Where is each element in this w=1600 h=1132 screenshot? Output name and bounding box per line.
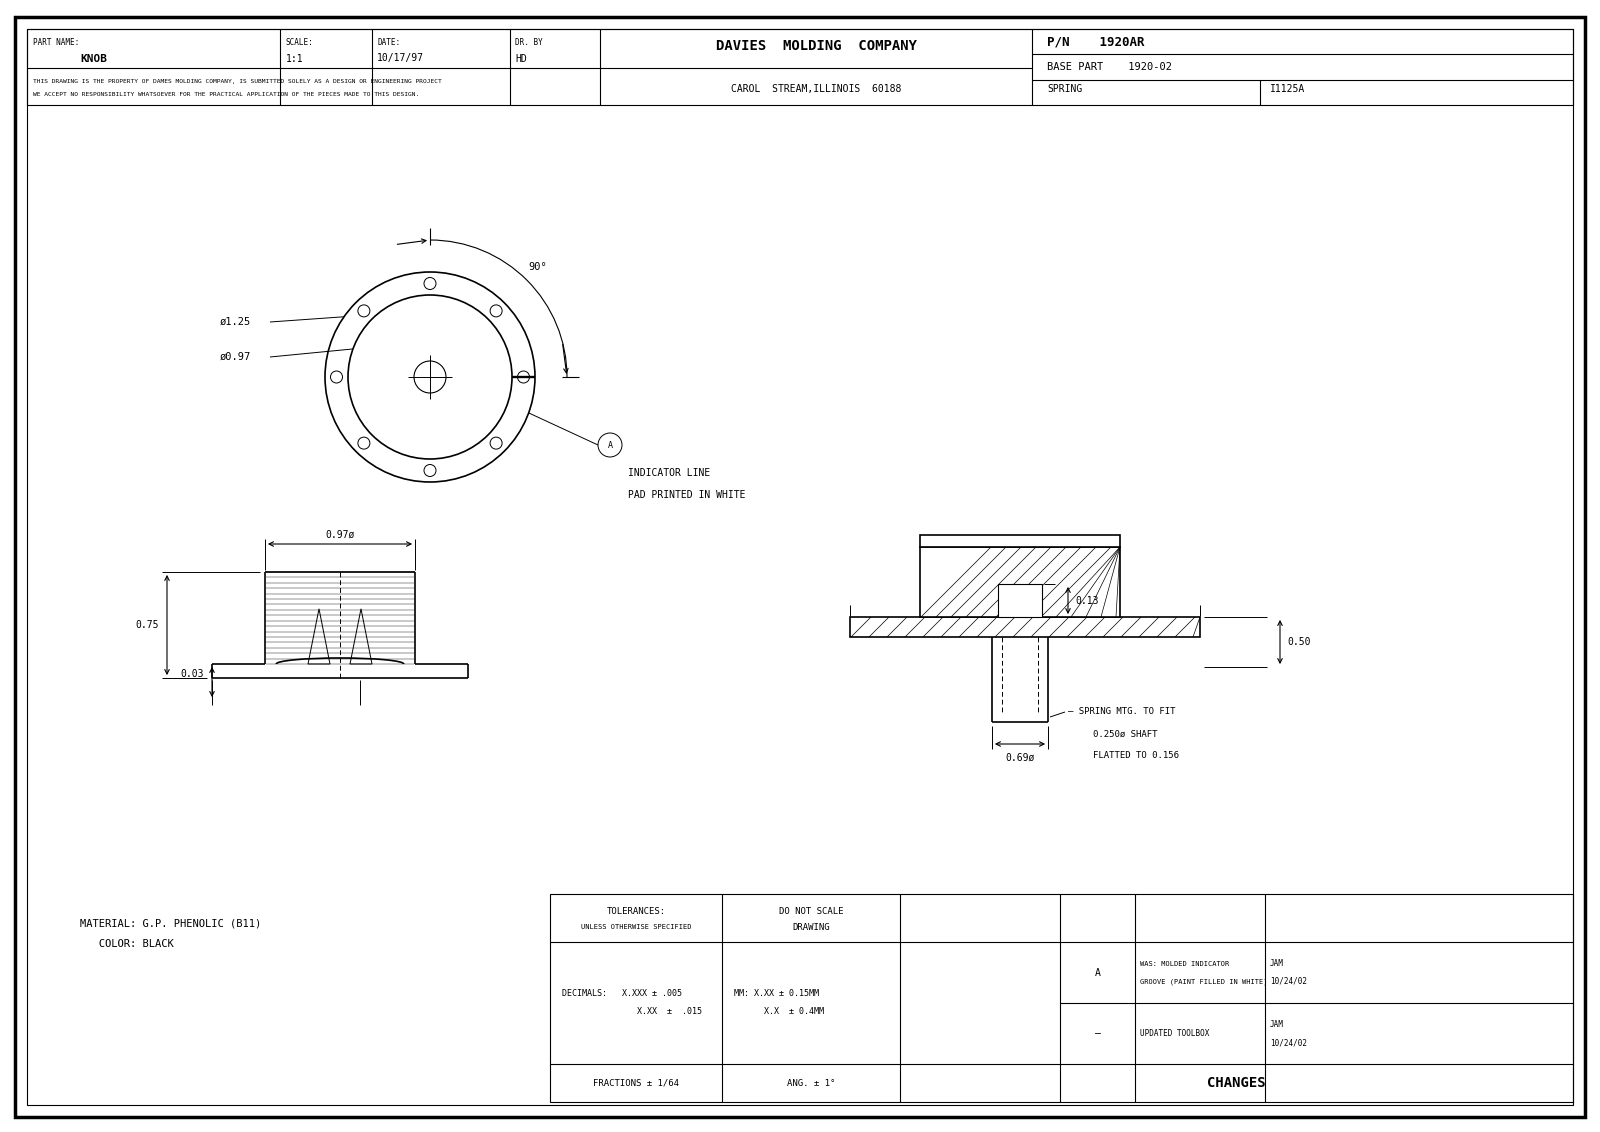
Text: 0.69ø: 0.69ø — [1005, 753, 1035, 763]
Text: UPDATED TOOLBOX: UPDATED TOOLBOX — [1139, 1029, 1210, 1038]
Text: DRAWING: DRAWING — [792, 923, 830, 932]
Text: ANG. ± 1°: ANG. ± 1° — [787, 1079, 835, 1088]
Text: HD: HD — [515, 53, 526, 63]
Text: A: A — [1094, 968, 1101, 978]
Text: 0.03: 0.03 — [181, 669, 205, 679]
Text: DO NOT SCALE: DO NOT SCALE — [779, 908, 843, 917]
Text: 1:1: 1:1 — [286, 53, 304, 63]
Text: WAS: MOLDED INDICATOR: WAS: MOLDED INDICATOR — [1139, 960, 1229, 967]
Text: 0.13: 0.13 — [1075, 595, 1099, 606]
Text: GROOVE (PAINT FILLED IN WHITE): GROOVE (PAINT FILLED IN WHITE) — [1139, 978, 1267, 985]
Text: DR. BY: DR. BY — [515, 38, 542, 48]
Text: –: – — [1094, 1029, 1101, 1038]
Text: CAROL  STREAM,ILLINOIS  60188: CAROL STREAM,ILLINOIS 60188 — [731, 84, 901, 94]
Bar — [27, 29, 1573, 105]
Text: FLATTED TO 0.156: FLATTED TO 0.156 — [1093, 752, 1179, 761]
Text: DECIMALS:   X.XXX ± .005: DECIMALS: X.XXX ± .005 — [562, 989, 682, 998]
Text: FRACTIONS ± 1/64: FRACTIONS ± 1/64 — [594, 1079, 678, 1088]
Text: — SPRING MTG. TO FIT: — SPRING MTG. TO FIT — [1067, 708, 1176, 717]
Text: KNOB: KNOB — [80, 53, 107, 63]
Text: JAM: JAM — [1270, 959, 1283, 968]
Text: X.XX  ±  .015: X.XX ± .015 — [562, 1007, 702, 1017]
Text: SPRING: SPRING — [1046, 84, 1082, 94]
Text: 10/24/02: 10/24/02 — [1270, 1038, 1307, 1047]
Text: PART NAME:: PART NAME: — [34, 38, 80, 48]
Text: UNLESS OTHERWISE SPECIFIED: UNLESS OTHERWISE SPECIFIED — [581, 924, 691, 931]
Text: 10/24/02: 10/24/02 — [1270, 977, 1307, 986]
Text: P/N    1920AR: P/N 1920AR — [1046, 35, 1144, 49]
Text: MM: X.XX ± 0.15MM: MM: X.XX ± 0.15MM — [734, 989, 819, 998]
Text: SCALE:: SCALE: — [286, 38, 314, 48]
Text: CHANGES: CHANGES — [1206, 1077, 1266, 1090]
Text: THIS DRAWING IS THE PROPERTY OF DAMES MOLDING COMPANY, IS SUBMITTED SOLELY AS A : THIS DRAWING IS THE PROPERTY OF DAMES MO… — [34, 79, 442, 85]
Text: MATERIAL: G.P. PHENOLIC (B11): MATERIAL: G.P. PHENOLIC (B11) — [80, 919, 261, 929]
Text: 0.50: 0.50 — [1286, 637, 1310, 648]
Text: WE ACCEPT NO RESPONSIBILITY WHATSOEVER FOR THE PRACTICAL APPLICATION OF THE PIEC: WE ACCEPT NO RESPONSIBILITY WHATSOEVER F… — [34, 93, 419, 97]
Text: A: A — [608, 440, 613, 449]
Text: 0.250ø SHAFT: 0.250ø SHAFT — [1093, 729, 1157, 738]
Text: PAD PRINTED IN WHITE: PAD PRINTED IN WHITE — [627, 490, 746, 500]
Text: DATE:: DATE: — [378, 38, 400, 48]
Text: ø1.25: ø1.25 — [219, 317, 251, 327]
Text: 0.97ø: 0.97ø — [325, 530, 355, 540]
Text: I1125A: I1125A — [1270, 84, 1306, 94]
Text: 10/17/97: 10/17/97 — [378, 53, 424, 63]
Bar — [998, 584, 1042, 617]
Bar — [850, 617, 1200, 637]
Bar — [550, 894, 1573, 1101]
Bar — [920, 535, 1120, 547]
Text: COLOR: BLACK: COLOR: BLACK — [80, 940, 174, 949]
Text: 90°: 90° — [528, 261, 547, 272]
Text: JAM: JAM — [1270, 1020, 1283, 1029]
Text: BASE PART    1920-02: BASE PART 1920-02 — [1046, 62, 1171, 72]
Text: ø0.97: ø0.97 — [219, 352, 251, 362]
Text: TOLERANCES:: TOLERANCES: — [606, 908, 666, 917]
Text: X.X  ± 0.4MM: X.X ± 0.4MM — [734, 1007, 824, 1017]
Bar — [920, 547, 1120, 617]
Text: 0.75: 0.75 — [136, 620, 158, 631]
Text: DAVIES  MOLDING  COMPANY: DAVIES MOLDING COMPANY — [715, 38, 917, 52]
Text: INDICATOR LINE: INDICATOR LINE — [627, 468, 710, 478]
